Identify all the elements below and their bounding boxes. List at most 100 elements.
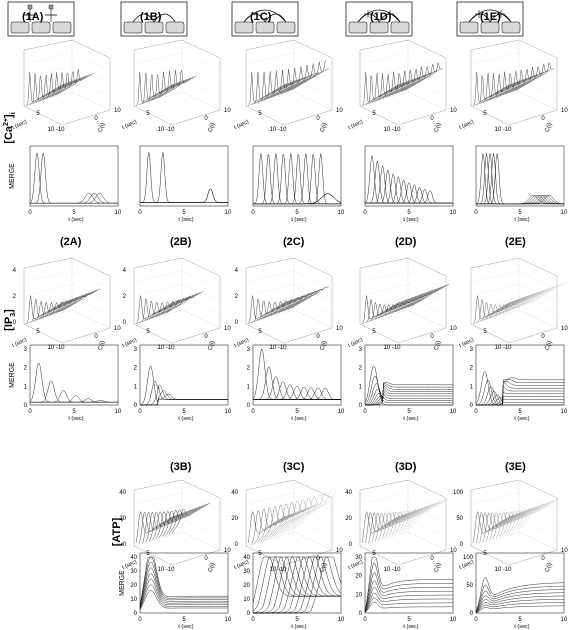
- plot-frame: [475, 145, 565, 207]
- z-tick-label: 0: [123, 542, 127, 548]
- series-line: [475, 589, 564, 613]
- ridge-line: [365, 75, 404, 105]
- ridge-line: [519, 499, 558, 530]
- y-tick-label: 2: [247, 366, 251, 372]
- cell-box: [144, 21, 164, 34]
- ridge-line: [479, 73, 518, 104]
- ridge-line: [535, 279, 574, 302]
- t-tick-label: 10 -10: [494, 567, 512, 573]
- ridge-line: [486, 297, 525, 320]
- ridge-line: [139, 298, 178, 323]
- ridge-line: [142, 74, 181, 104]
- series-line: [30, 192, 118, 204]
- t-tick-label: 5: [36, 329, 40, 335]
- grid-line: [245, 283, 295, 297]
- grid-line: [407, 52, 447, 72]
- grid-line: [133, 492, 183, 505]
- x-tick-label: 0: [474, 409, 478, 415]
- x-axis-label: t (sec): [403, 624, 418, 630]
- ridge-line: [512, 287, 551, 310]
- ridge-line: [472, 295, 511, 325]
- x-tick-label: 5: [182, 409, 186, 415]
- ridge-line: [257, 71, 296, 103]
- cell-box: [234, 21, 254, 34]
- ridge-line: [365, 512, 404, 544]
- ridge-line: [525, 282, 564, 305]
- t-axis-label: t (sec): [121, 119, 138, 131]
- series-line: [475, 595, 564, 613]
- c-tick-label: 0: [316, 334, 320, 340]
- z-tick-label: 50: [456, 516, 463, 522]
- ridge-line: [287, 287, 326, 310]
- t-tick-label: 5: [483, 551, 487, 557]
- x-tick-label: 10: [561, 617, 568, 623]
- x-tick-label: 5: [518, 617, 522, 623]
- ridge-line: [45, 72, 84, 99]
- merge-line-plot: 0 5 10 t (sec) MERGE: [9, 145, 122, 223]
- ridge-line: [29, 298, 68, 323]
- ridge-line: [371, 512, 410, 542]
- grid-line: [407, 270, 447, 290]
- ridge-line: [368, 299, 407, 322]
- series-line: [139, 556, 228, 606]
- ridge-line: [152, 70, 191, 101]
- z-tick-label: 4: [13, 268, 17, 274]
- ridge-line: [388, 292, 427, 315]
- cell-box: [10, 21, 30, 34]
- y-tick-label: 0: [359, 611, 363, 617]
- x-tick-label: 5: [295, 409, 299, 415]
- cell-box: [165, 21, 185, 34]
- label-2B: (2B): [170, 236, 192, 248]
- ridge-line: [52, 70, 91, 97]
- merge-line-plot: 0 5 10 t (sec) 0 1 2 3: [134, 344, 232, 422]
- grid-line: [181, 78, 221, 98]
- c-tick-label: 0: [94, 116, 98, 122]
- z-tick-label: 0: [235, 320, 239, 326]
- series-line: [365, 160, 453, 204]
- x-tick-label: 10: [225, 617, 232, 623]
- cell-box: [255, 21, 275, 34]
- y-tick-label: 3: [470, 347, 474, 353]
- ridge-line: [290, 286, 329, 309]
- ridge-line: [254, 299, 293, 322]
- c-tick-label: 0: [430, 334, 434, 340]
- ridge-line: [479, 299, 518, 322]
- grid-line: [181, 270, 221, 290]
- series-line: [253, 556, 342, 614]
- t-tick-label: 10 -10: [157, 345, 175, 351]
- series-line: [475, 592, 564, 613]
- cell-box: [276, 21, 296, 34]
- series-line: [364, 601, 453, 613]
- series-line: [30, 192, 118, 204]
- ridge-line: [411, 283, 450, 307]
- ridge-line: [284, 288, 323, 311]
- waterfall-3d-plot: t (sec) 5 10 -10 0 10 C(i): [11, 39, 121, 133]
- grid-line: [359, 78, 409, 93]
- quantity-label-ip3: [IP3]: [3, 309, 17, 331]
- ridge-line: [398, 502, 437, 533]
- t-tick-label: 5: [36, 111, 40, 117]
- z-tick-label: 40: [231, 490, 238, 496]
- c-tick-label: 10: [224, 108, 231, 114]
- series-line: [140, 188, 228, 203]
- y-tick-label: 30: [243, 569, 250, 575]
- series-line: [364, 562, 453, 611]
- series-line: [476, 391, 564, 406]
- axis-floor: [359, 91, 447, 111]
- x-tick-label: 10: [338, 409, 345, 415]
- ridge-line: [62, 288, 101, 311]
- ridge-line: [404, 286, 443, 309]
- grid-line: [470, 492, 520, 505]
- c-tick-label: 10: [336, 548, 343, 554]
- x-tick-label: 0: [363, 210, 367, 216]
- x-tick-label: 0: [251, 617, 255, 623]
- series-line: [29, 362, 118, 403]
- y-tick-label: 3: [134, 347, 138, 353]
- ridge-line: [25, 71, 64, 107]
- y-tick-label: 0: [470, 403, 474, 409]
- y-tick-label: 40: [130, 555, 137, 561]
- ridge-line: [25, 295, 64, 325]
- ridge-line: [159, 70, 197, 98]
